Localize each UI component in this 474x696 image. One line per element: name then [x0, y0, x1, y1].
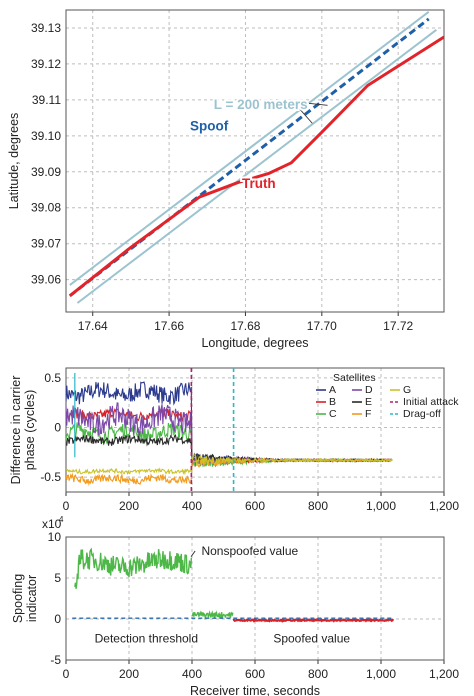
- c2-series-group: [66, 372, 393, 486]
- c1-ytick-label: 39.06: [31, 273, 61, 287]
- c3-series-group: [72, 547, 395, 623]
- c2-y-axis-label: Difference in carrierphase (cycles): [9, 376, 37, 485]
- c2-legend-label: A: [329, 384, 336, 396]
- c3-xtick-label: 0: [63, 667, 70, 681]
- c2-ytick-label: -0.5: [40, 470, 61, 484]
- c2-legend-title: Satellites: [333, 372, 376, 384]
- c3-xtick-label: 800: [308, 667, 328, 681]
- c1-ytick-label: 39.08: [31, 201, 61, 215]
- c3-multiplier: x10: [42, 517, 62, 531]
- c1-annotation-halo: Spoof: [190, 118, 229, 133]
- c3-multiplier-exponent: 4: [59, 515, 64, 524]
- carrier-phase-chart: 0 200 400 600 800 1,000 1,200 -0.5 0 0.5 Differenc…: [9, 367, 459, 513]
- c3-plot-frame: [65, 536, 445, 661]
- c1-xtick-label: 17.66: [154, 319, 184, 333]
- c2-xtick-label: 600: [245, 499, 265, 513]
- c2-legend-label: D: [365, 384, 373, 396]
- c1-x-axis-label: Longitude, degrees: [201, 336, 308, 350]
- c1-series-truth: [68, 35, 444, 297]
- c2-ytick-label: 0: [54, 421, 61, 435]
- c3-ytick-label: 5: [54, 571, 61, 585]
- c2-plot-frame: [65, 367, 445, 493]
- c1-series-spoof: [68, 17, 430, 298]
- c1-annotation-truth: Truth: [242, 176, 276, 191]
- c3-ytick-label: 0: [54, 612, 61, 626]
- c3-x-axis-label: Receiver time, seconds: [190, 684, 320, 696]
- c1-xtick-label: 17.64: [78, 319, 108, 333]
- c3-series-spoofed: [232, 617, 395, 623]
- c3-xtick-label: 600: [245, 667, 265, 681]
- c1-series-group: [68, 11, 444, 304]
- c1-band-upper-line: [69, 11, 430, 286]
- c2-xtick-label: 0: [63, 499, 70, 513]
- c2-xtick-label: 1,200: [429, 499, 459, 513]
- c1-band-lower-line: [76, 28, 437, 304]
- c2-legend-label: Initial attack: [403, 396, 459, 408]
- c1-ytick-label: 39.07: [31, 237, 61, 251]
- c3-series-nonspoofed: [74, 547, 193, 589]
- c3-ytick-label: 10: [48, 530, 62, 544]
- c2-xtick-label: 200: [119, 499, 139, 513]
- c1-leader-line: [292, 101, 313, 124]
- c1-ytick-label: 39.11: [32, 93, 61, 107]
- c3-xtick-label: 200: [119, 667, 139, 681]
- c3-series-after-attack: [191, 610, 234, 620]
- c3-annotation-halo: Spoofed value: [273, 632, 350, 646]
- c1-leader-line: [293, 101, 328, 106]
- c3-annotation-detection-threshold: Detection threshold: [95, 632, 198, 646]
- c1-plot-frame: [65, 9, 445, 313]
- c3-xtick-label: 1,000: [366, 667, 396, 681]
- c2-legend-label: C: [329, 408, 337, 420]
- c1-y-axis-label: Latitude, degrees: [7, 113, 21, 210]
- c2-legend-label: F: [365, 408, 371, 420]
- c1-ytick-label: 39.13: [31, 21, 61, 35]
- c2-legend-label: Drag-off: [403, 408, 441, 420]
- c1-xtick-label: 17.70: [307, 319, 337, 333]
- c3-ytick-label: -5: [50, 653, 61, 667]
- c1-ytick-label: 39.12: [31, 57, 61, 71]
- c1-ytick-label: 39.10: [31, 129, 61, 143]
- c1-annotation-l: L = 200 meters: [214, 97, 308, 112]
- c1-ytick-label: 39.09: [31, 165, 61, 179]
- c3-xtick-label: 400: [182, 667, 202, 681]
- c3-annotation-halo: Nonspoofed value: [201, 544, 298, 558]
- c2-xtick-label: 1,000: [366, 499, 396, 513]
- c3-annotation-nonspoofed-value: Nonspoofed value: [201, 544, 298, 558]
- c3-annotation-spoofed-value: Spoofed value: [273, 632, 350, 646]
- latitude-longitude-chart: 17.64 17.66 17.68 17.70 17.72 39.06 39.07 39.08…: [7, 9, 445, 350]
- c3-annotation-halo: Detection threshold: [95, 632, 198, 646]
- c1-annotation-halo: L = 200 meters: [214, 97, 308, 112]
- c2-legend-label: E: [365, 396, 372, 408]
- c1-xtick-label: 17.72: [383, 319, 413, 333]
- c2-xtick-label: 800: [308, 499, 328, 513]
- c3-leader-line: [190, 550, 196, 557]
- c2-legend-label: B: [329, 396, 336, 408]
- c2-xtick-label: 400: [182, 499, 202, 513]
- c2-ytick-label: 0.5: [44, 371, 61, 385]
- c3-xtick-label: 1,200: [429, 667, 459, 681]
- c3-y-axis-label: Spoofingindicator: [11, 574, 39, 623]
- c2-legend-label: G: [403, 384, 411, 396]
- c2-series-g: [66, 454, 393, 476]
- c1-annotation-halo: Truth: [242, 176, 276, 191]
- c1-annotation-spoof: Spoof: [190, 118, 229, 133]
- c1-xtick-label: 17.68: [230, 319, 260, 333]
